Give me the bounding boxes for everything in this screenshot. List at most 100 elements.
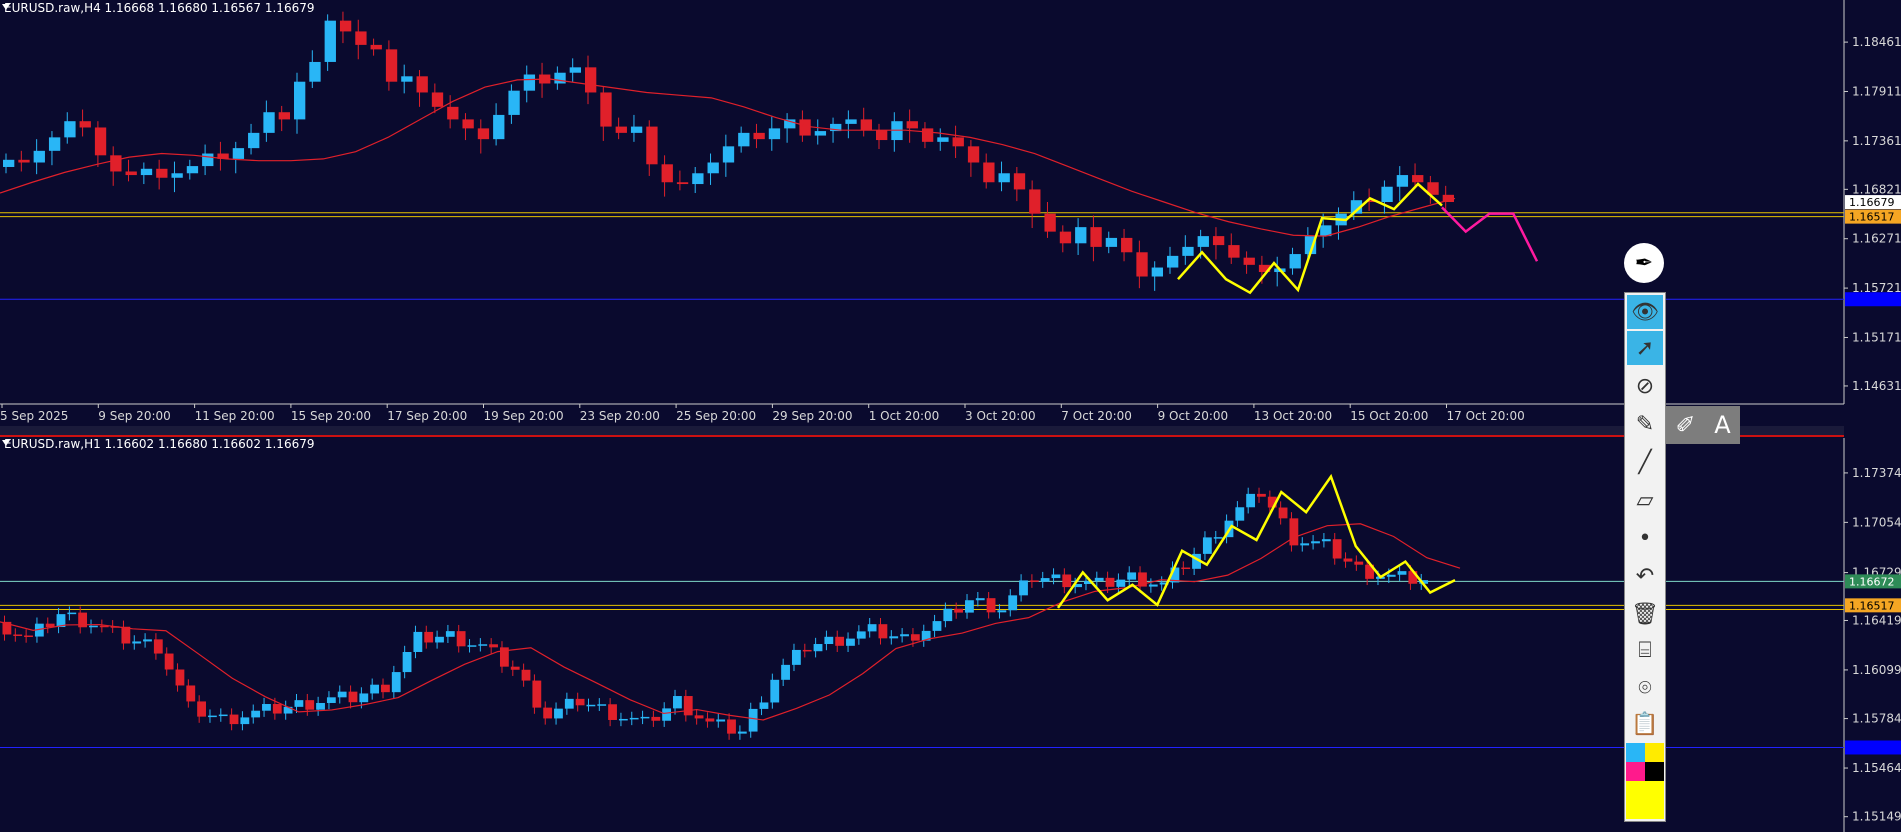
candle-body: [309, 61, 321, 82]
dot-icon[interactable]: •: [1638, 525, 1652, 551]
candle-body: [477, 128, 490, 140]
candle-body: [707, 162, 719, 174]
candle-body: [202, 153, 214, 167]
candle-body: [759, 702, 769, 709]
candle-body: [359, 693, 369, 703]
candle-body: [1136, 252, 1148, 277]
candle-body: [1051, 574, 1061, 579]
candle-body: [1105, 577, 1115, 587]
y-tick-label: 1.16099: [1852, 663, 1901, 677]
candle-body: [1320, 225, 1332, 237]
candle-body: [1228, 245, 1240, 258]
candle-body: [370, 44, 382, 50]
candle-body: [1167, 255, 1179, 268]
text-tool[interactable]: A: [1714, 411, 1731, 439]
candle-body: [954, 608, 964, 613]
pen-icon[interactable]: ✒: [1624, 243, 1664, 283]
candle-body: [661, 164, 673, 183]
candle-body: [218, 714, 228, 717]
candle-body: [316, 702, 325, 710]
candle-body: [673, 696, 682, 709]
tool-flyout[interactable]: ✐ A: [1666, 406, 1740, 444]
candle-body: [1008, 595, 1018, 611]
h4-collapse-icon[interactable]: [2, 4, 10, 10]
candle-body: [153, 639, 163, 654]
x-tick-label: 17 Sep 20:00: [387, 409, 467, 423]
clipboard-icon[interactable]: 📋: [1631, 711, 1659, 737]
undo-icon[interactable]: ↶: [1635, 563, 1655, 589]
candle-body: [339, 20, 352, 32]
h4-chart-title: EURUSD.raw,H4 1.16668 1.16680 1.16567 1.…: [4, 1, 314, 15]
candle-body: [424, 631, 434, 643]
color-swatch-pink[interactable]: [1626, 762, 1645, 781]
h1-collapse-icon[interactable]: [2, 440, 10, 446]
candle-body: [937, 137, 949, 142]
candle-body: [1029, 580, 1039, 582]
drawing-toolbar[interactable]: 👁 ➚ ⊘ ✎ ╱ ▱ • ↶ 🗑 ⌸ ⌾ 📋: [1624, 292, 1666, 822]
candle-body: [445, 631, 455, 637]
candle-body: [45, 623, 55, 628]
highlighter-icon[interactable]: ✎: [1635, 411, 1655, 437]
candle-body: [748, 708, 758, 732]
marker-icon[interactable]: ✐: [1675, 411, 1696, 439]
candle-body: [186, 685, 196, 702]
candle-body: [89, 625, 98, 628]
candle-body: [171, 173, 183, 178]
color-swatch-black[interactable]: [1645, 762, 1664, 781]
candle-body: [1181, 567, 1191, 570]
color-swatch-blue[interactable]: [1626, 743, 1645, 762]
y-tick-label: 1.17054: [1852, 515, 1901, 529]
cursor-icon[interactable]: ➚: [1627, 331, 1663, 365]
candle-body: [910, 634, 920, 641]
crossed-pen-icon[interactable]: ⊘: [1635, 373, 1655, 399]
color-swatch-yellow[interactable]: [1645, 743, 1664, 762]
h4-panel[interactable]: 1.18461 1.17911 1.17361 1.16821 1.16271 1.157…: [0, 0, 1901, 423]
candle-body: [1246, 493, 1256, 508]
current-color[interactable]: [1626, 781, 1664, 819]
x-tick-label: 5 Sep 2025: [0, 409, 68, 423]
panel-divider[interactable]: [0, 426, 1844, 436]
camera-icon[interactable]: ⌾: [1638, 675, 1652, 701]
candle-body: [283, 706, 293, 714]
candle-body: [24, 635, 33, 638]
easel-icon[interactable]: ⌸: [1638, 637, 1652, 663]
candle-body: [722, 146, 735, 163]
candle-body: [835, 636, 845, 646]
candle-body: [1075, 227, 1087, 244]
candle-body: [646, 126, 658, 165]
trash-icon[interactable]: 🗑: [1631, 601, 1659, 627]
candle-body: [1366, 200, 1378, 202]
candle-body: [523, 74, 536, 91]
line-icon[interactable]: ╱: [1638, 449, 1652, 475]
candle-body: [1257, 493, 1266, 497]
candle-body: [217, 153, 229, 159]
candle-body: [1442, 194, 1454, 202]
candle-body: [768, 128, 781, 140]
candle-body: [753, 132, 765, 140]
candle-body: [770, 679, 780, 703]
y-tick-label: 1.15721: [1852, 281, 1901, 295]
candle-body: [791, 649, 801, 665]
candle-body: [294, 700, 304, 707]
candle-body: [824, 636, 834, 645]
candle-body: [3, 159, 15, 167]
eye-icon[interactable]: 👁: [1627, 295, 1663, 329]
candle-body: [402, 651, 412, 673]
candle-body: [326, 697, 336, 703]
eraser-icon[interactable]: ▱: [1636, 487, 1654, 513]
candle-body: [337, 691, 347, 698]
candle-body: [462, 119, 474, 129]
candle-body: [651, 716, 661, 721]
candle-body: [943, 608, 953, 622]
price-tag-bg: [1845, 209, 1901, 224]
candle-body: [600, 92, 612, 127]
candle-body: [1138, 572, 1147, 587]
candle-body: [1408, 571, 1418, 584]
candle-body: [1243, 257, 1255, 265]
price-tag-bg: [1845, 195, 1901, 210]
candle-body: [456, 631, 466, 647]
h1-panel[interactable]: 1.173741.170541.167291.164191.160991.157…: [0, 438, 1901, 832]
candle-body: [1289, 518, 1299, 546]
